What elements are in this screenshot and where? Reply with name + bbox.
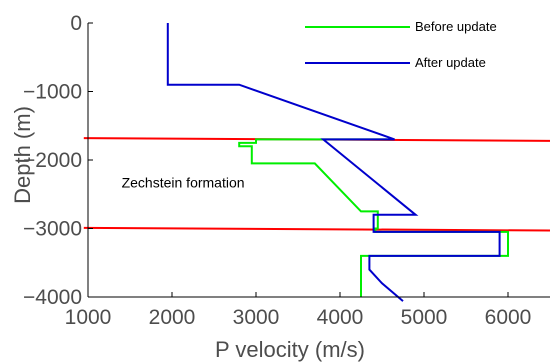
axes: 1000 2000 3000 4000 5000 6000 0 −1000 −2000 −3000…: [23, 12, 550, 329]
x-tick-label: 2000: [149, 306, 196, 329]
y-tick-label: 0: [70, 12, 82, 35]
y-tick-label: −1000: [23, 81, 82, 104]
series-after-update-line: [166, 23, 501, 302]
x-tick-label: 5000: [401, 306, 448, 329]
x-tick-label: 6000: [485, 306, 532, 329]
chart-text: P velocity (m/s) Depth (m) Zechstein for…: [10, 106, 365, 362]
x-tick-label: 4000: [317, 306, 364, 329]
horizon-line: [83, 226, 550, 232]
legend: Before update After update: [305, 19, 497, 70]
y-tick-label: −4000: [23, 286, 82, 309]
x-axis-label: P velocity (m/s): [215, 337, 365, 362]
x-tick-label: 3000: [233, 306, 280, 329]
series-lines: [166, 23, 509, 302]
annotation-zechstein-formation: Zechstein formation: [122, 174, 245, 190]
series-before-update-line: [238, 138, 509, 297]
legend-label-before-update: Before update: [415, 19, 497, 34]
y-tick-label: −3000: [23, 218, 82, 241]
legend-label-after-update: After update: [415, 55, 486, 70]
x-tick-label: 1000: [65, 306, 112, 329]
y-tick-label: −2000: [23, 149, 82, 172]
y-axis-label: Depth (m): [10, 106, 35, 204]
